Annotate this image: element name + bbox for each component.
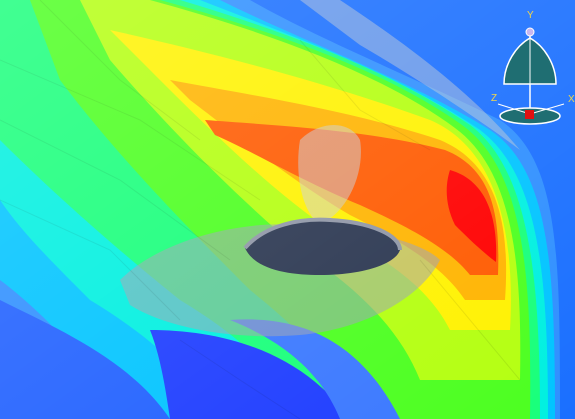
y-axis-label: Y [527, 10, 534, 21]
z-axis-label: Z [491, 93, 498, 104]
triad-graphic [497, 27, 565, 125]
x-axis-label: X [568, 94, 575, 105]
triad-origin-icon [525, 110, 534, 119]
view-orientation-triad[interactable]: Y X Z [484, 8, 575, 138]
y-axis-tip-icon [525, 27, 535, 37]
